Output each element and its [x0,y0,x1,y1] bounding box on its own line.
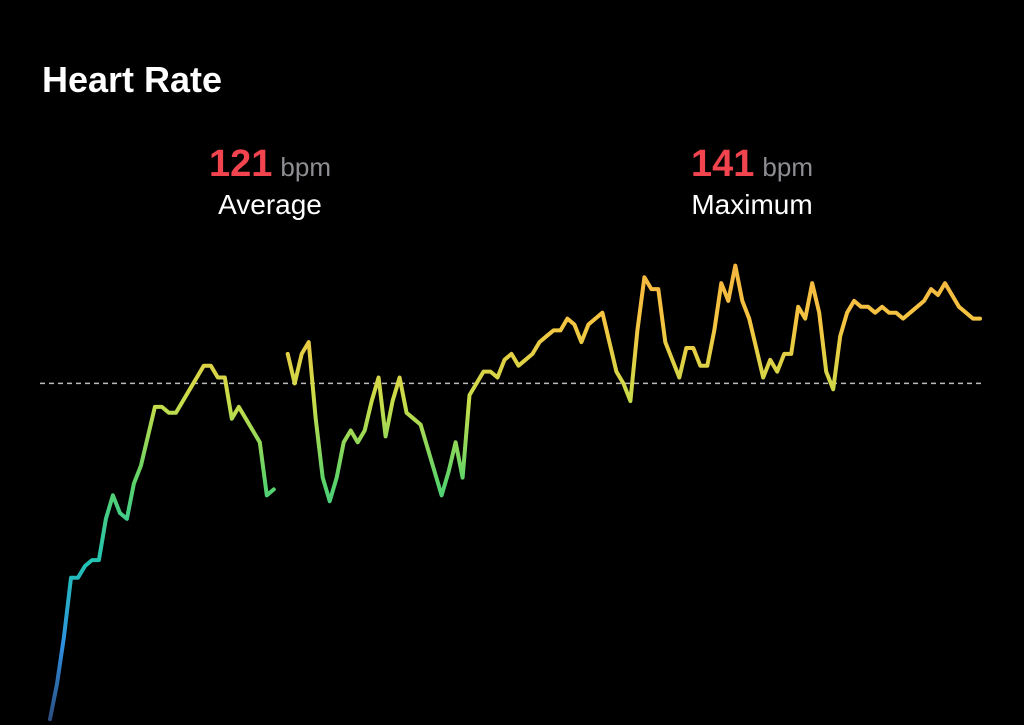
stat-value-line: 121 bpm [209,143,331,185]
stat-value: 121 [209,143,272,185]
stat-label: Maximum [691,189,812,220]
heart-rate-line [48,263,982,722]
stat-label: Average [218,189,322,220]
stat-unit: bpm [762,152,813,182]
stat-value-line: 141 bpm [691,143,813,185]
stat-unit: bpm [280,152,331,182]
chart-title: Heart Rate [42,59,222,100]
stat-value: 141 [691,143,754,185]
